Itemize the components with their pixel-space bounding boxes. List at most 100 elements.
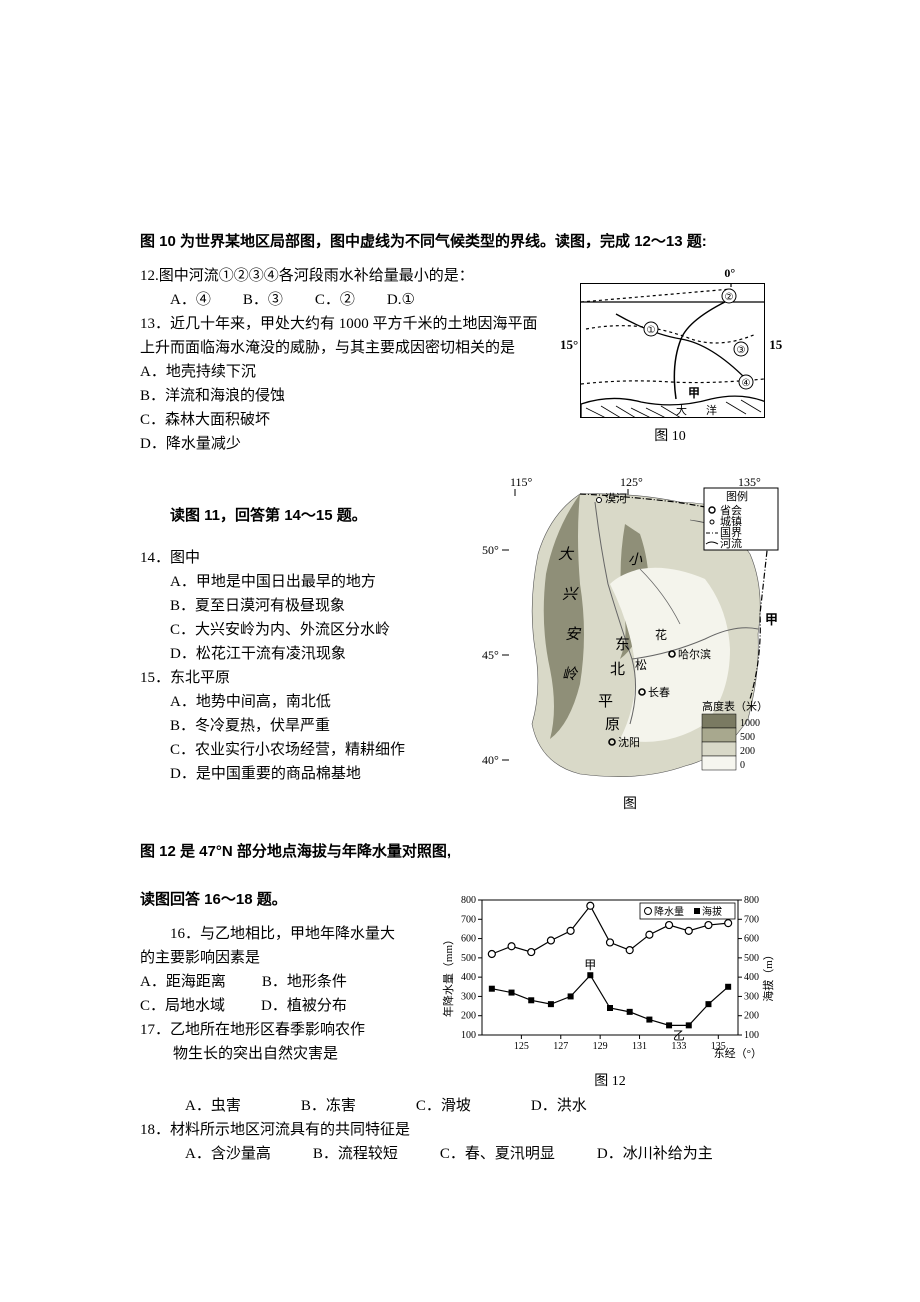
svg-text:海拔（m）: 海拔（m） [761,950,775,1003]
svg-text:1000: 1000 [740,718,760,729]
q14-optC: C．大兴安岭为内、外流区分水岭 [140,618,472,642]
section-11-header: 读图 11，回答第 14～15 题。 [140,504,472,528]
section-11: 读图 11，回答第 14～15 题。 14．图中 A．甲地是中国日出最早的地方 … [140,474,780,816]
q16-optB: B．地形条件 [262,970,347,994]
svg-text:600: 600 [461,934,476,945]
figure-10-caption: 图 10 [560,426,780,448]
svg-text:北: 北 [610,661,625,678]
fig10-lat-right: 15 [769,335,782,356]
svg-text:漠河: 漠河 [605,492,627,505]
svg-text:甲: 甲 [688,386,700,400]
q14-optD: D．松花江干流有凌汛现象 [140,642,472,666]
svg-text:原: 原 [605,717,620,733]
svg-text:兴: 兴 [562,586,579,603]
q12-optA: A．④ [170,288,211,312]
q15-optA: A．地势中间高，南北低 [140,690,472,714]
section-12-header2: 读图回答 16～18 题。 [140,888,434,912]
svg-text:图例: 图例 [726,489,748,503]
svg-text:129: 129 [593,1041,608,1052]
svg-text:0: 0 [740,760,745,771]
section-10-header: 图 10 为世界某地区局部图，图中虚线为不同气候类型的界线。读图，完成 12～1… [140,230,780,254]
svg-text:岭: 岭 [562,666,579,683]
svg-text:平: 平 [598,694,613,710]
svg-text:400: 400 [744,973,759,984]
q12-optB: B．③ [243,288,283,312]
q12-stem: 12.图中河流①②③④各河段雨水补给量最小的是： [140,264,552,288]
svg-text:降水量: 降水量 [654,905,684,918]
section-11-text: 读图 11，回答第 14～15 题。 14．图中 A．甲地是中国日出最早的地方 … [140,474,472,786]
figure-10: 15° 0° [560,264,780,449]
svg-text:乙: 乙 [673,1029,685,1043]
svg-text:甲: 甲 [584,959,596,973]
svg-text:河流: 河流 [720,536,742,550]
q17-optC: C．滑坡 [416,1094,471,1118]
q16-stem1: 16．与乙地相比，甲地年降水量大 [140,922,434,946]
svg-text:100: 100 [744,1030,759,1041]
svg-text:50°: 50° [482,543,499,557]
svg-text:200: 200 [461,1011,476,1022]
q18-options: A．含沙量高 B．流程较短 C．春、夏汛明显 D．冰川补给为主 [140,1142,780,1166]
svg-text:洋: 洋 [706,403,717,417]
q18-optA: A．含沙量高 [185,1142,271,1166]
svg-text:东: 东 [615,636,630,653]
svg-text:沈阳: 沈阳 [618,735,640,749]
q18-stem: 18．材料所示地区河流具有的共同特征是 [140,1118,780,1142]
q13-optD: D．降水量减少 [140,432,552,456]
svg-text:800: 800 [461,895,476,906]
svg-text:600: 600 [744,934,759,945]
svg-text:125°: 125° [620,475,643,489]
section-10-text: 12.图中河流①②③④各河段雨水补给量最小的是： A．④ B．③ C．② D.①… [140,264,552,456]
q12-optD: D.① [387,288,415,312]
q14-optB: B．夏至日漠河有极昼现象 [140,594,472,618]
svg-text:甲: 甲 [765,612,778,627]
svg-text:安: 安 [565,626,582,643]
q15-optB: B．冬冷夏热，伏旱严重 [140,714,472,738]
q14-optA: A．甲地是中国日出最早的地方 [140,570,472,594]
fig10-lat-left: 15° [560,335,578,356]
svg-text:大: 大 [558,546,575,563]
q15-stem: 15．东北平原 [140,666,472,690]
svg-text:200: 200 [744,1011,759,1022]
q17-options: A．虫害 B．冻害 C．滑坡 D．洪水 [140,1094,780,1118]
figure-12-chart: 1002003004005006007008001002003004005006… [440,888,780,1063]
q18-optC: C．春、夏汛明显 [440,1142,555,1166]
svg-text:125: 125 [514,1041,529,1052]
svg-text:哈尔滨: 哈尔滨 [678,647,711,661]
svg-text:500: 500 [740,732,755,743]
q17-optB: B．冻害 [301,1094,356,1118]
svg-text:133: 133 [671,1041,686,1052]
q15-optC: C．农业实行小农场经营，精耕细作 [140,738,472,762]
svg-text:③: ③ [737,345,746,356]
svg-text:②: ② [725,292,734,303]
svg-text:131: 131 [632,1041,647,1052]
figure-12-caption: 图 12 [440,1071,780,1093]
figure-10-map: ① ② ③ ④ 甲 大 洋 [580,283,765,418]
section-12-header1: 图 12 是 47°N 部分地点海拔与年降水量对照图, [140,840,780,864]
section-10: 图 10 为世界某地区局部图，图中虚线为不同气候类型的界线。读图，完成 12～1… [140,230,780,456]
q12-options: A．④ B．③ C．② D.① [140,288,552,312]
svg-text:年降水量（mm）: 年降水量（mm） [441,934,455,1017]
q17-optA: A．虫害 [185,1094,241,1118]
q18-optB: B．流程较短 [313,1142,398,1166]
svg-text:城镇: 城镇 [720,514,742,528]
svg-text:115°: 115° [510,475,533,489]
svg-text:45°: 45° [482,648,499,662]
svg-text:①: ① [647,325,656,336]
svg-text:200: 200 [740,746,755,757]
q13-stem1: 13．近几十年来，甲处大约有 1000 平方千米的土地因海平面 [140,312,552,336]
figure-12: 1002003004005006007008001002003004005006… [440,888,780,1093]
svg-text:④: ④ [742,378,751,389]
svg-text:大: 大 [676,403,687,417]
svg-text:300: 300 [461,992,476,1003]
svg-text:127: 127 [553,1041,568,1052]
svg-text:长春: 长春 [648,686,670,699]
q18-optD: D．冰川补给为主 [597,1142,713,1166]
svg-text:500: 500 [461,953,476,964]
figure-11-map: 115° 125° 135° 50° 45° 40° [480,474,780,794]
svg-text:400: 400 [461,973,476,984]
section-12: 图 12 是 47°N 部分地点海拔与年降水量对照图, 读图回答 16～18 题… [140,840,780,1165]
fig10-lon-top: 0° [580,264,765,283]
q16-optD: D．植被分布 [261,994,347,1018]
section-12-text: 读图回答 16～18 题。 16．与乙地相比，甲地年降水量大 的主要影响因素是 … [140,888,434,1066]
svg-text:300: 300 [744,992,759,1003]
